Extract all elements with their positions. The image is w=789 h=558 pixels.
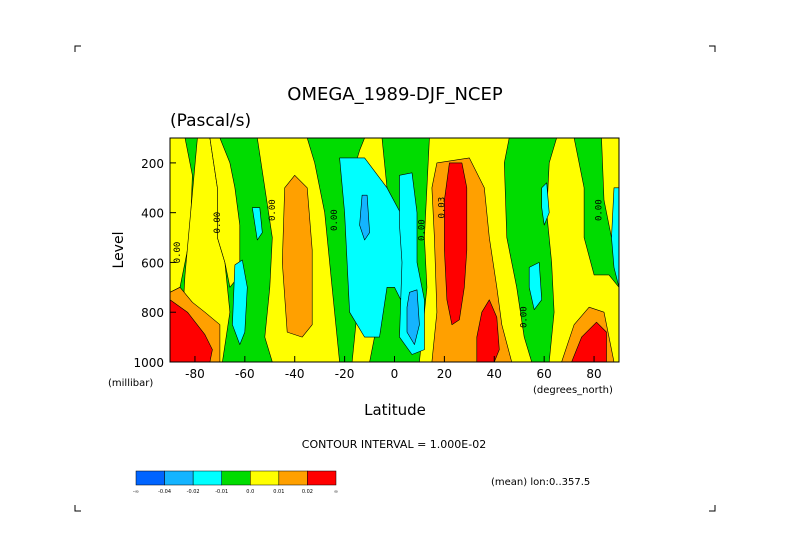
x-tick-label-8: 80: [586, 367, 601, 381]
x-tick-label-6: 40: [487, 367, 502, 381]
colorbar-label-4: 0.0: [246, 489, 254, 495]
y-axis-title: Level: [111, 232, 127, 269]
y-tick-label-1: 400: [141, 207, 164, 221]
x-tick-label-1: -60: [235, 367, 255, 381]
contour-region-20: [252, 207, 263, 241]
page-corner-marks: [74, 45, 716, 512]
colorbar-label-5: 0.01: [273, 489, 284, 495]
colorbar-label-2: -0.02: [187, 489, 200, 495]
x-tick-label-5: 20: [437, 367, 452, 381]
contour-label-0: 0.00: [173, 242, 183, 264]
colorbar-swatch-1: [164, 470, 194, 486]
colorbar: -∞ -0.04 -0.02 -0.01 0.0 0.01 0.02 ∞: [133, 470, 338, 495]
contour-labels: 0.00 0.00 0.00 0.00 0.00 0.03 0.00 0.00: [173, 197, 605, 328]
y-tick-label-4: 1000: [133, 356, 164, 370]
colorbar-swatch-4: [250, 470, 280, 486]
colorbar-label-6: 0.02: [302, 489, 313, 495]
y-tick-label-3: 800: [141, 306, 164, 320]
x-tick-label-7: 60: [537, 367, 552, 381]
chart-subtitle: (Pascal/s): [170, 111, 251, 131]
contour-regions: [170, 138, 619, 362]
contour-label-4: 0.00: [417, 219, 427, 241]
contour-region-22: [541, 182, 550, 226]
y-axis-units: (millibar): [108, 378, 153, 389]
contour-label-3: 0.00: [330, 209, 340, 231]
contour-region-9: [476, 299, 500, 362]
contour-region-8: [444, 162, 468, 326]
contour-region-15: [339, 157, 408, 338]
contour-label-1: 0.00: [213, 212, 223, 234]
contour-region-4: [281, 175, 313, 338]
mean-label: (mean) lon:0..357.5: [491, 477, 590, 488]
x-tick-label-3: -20: [335, 367, 355, 381]
colorbar-label-3: -0.01: [215, 489, 228, 495]
chart-title: OMEGA_1989-DJF_NCEP: [287, 84, 503, 105]
contour-interval-label: CONTOUR INTERVAL = 1.000E-02: [302, 438, 486, 451]
x-tick-label-4: 0: [391, 367, 399, 381]
x-axis-units: (degrees_north): [533, 385, 613, 396]
x-tick-label-2: -40: [285, 367, 305, 381]
contour-region-12: [571, 321, 607, 362]
colorbar-swatch-0: [135, 470, 165, 486]
x-tick-label-0: -80: [185, 367, 205, 381]
contour-region-14: [611, 187, 619, 288]
contour-region-17: [359, 194, 370, 241]
y-tick-label-2: 600: [141, 256, 164, 270]
contour-region-21: [528, 262, 543, 311]
colorbar-label-0: -∞: [133, 489, 139, 495]
contour-region-24: [170, 299, 213, 362]
contour-label-2: 0.00: [268, 199, 278, 221]
contour-region-19: [232, 259, 248, 345]
colorbar-label-1: -0.04: [158, 489, 171, 495]
contour-label-5: 0.03: [437, 197, 447, 219]
contour-region-18: [406, 289, 420, 345]
contour-region-10: [546, 138, 619, 362]
y-tick-label-0: 200: [141, 157, 164, 171]
colorbar-label-7: ∞: [334, 489, 338, 495]
x-axis-ticks: -80 -60 -40 -20 0 20 40 60 80: [185, 356, 602, 381]
y-axis-ticks: 200 400 600 800 1000: [133, 157, 176, 370]
colorbar-swatch-2: [192, 470, 222, 486]
contour-label-6: 0.00: [520, 306, 530, 328]
x-axis-title: Latitude: [364, 401, 426, 419]
colorbar-swatch-3: [221, 470, 251, 486]
colorbar-swatch-5: [278, 470, 308, 486]
contour-label-7: 0.00: [595, 199, 605, 221]
colorbar-swatch-6: [307, 470, 337, 486]
